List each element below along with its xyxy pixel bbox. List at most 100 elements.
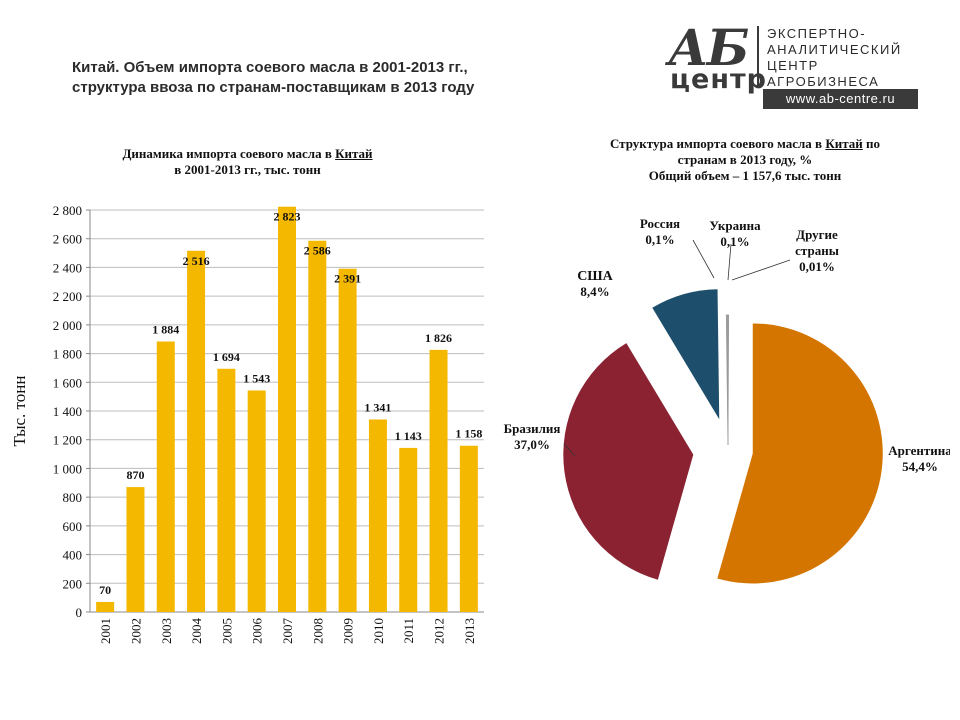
pie-label-value-other: 0,01% (799, 259, 835, 274)
bar-chart-y-axis-label: Тыс. тонн (10, 376, 29, 447)
x-tick-label: 2004 (189, 618, 204, 645)
pie-chart-slices (563, 289, 883, 584)
bar-value-label: 1 143 (395, 429, 422, 443)
bar-2001 (96, 601, 115, 612)
bar-chart-title-link[interactable]: Китай (335, 146, 373, 161)
bar-chart-title-line2: в 2001-2013 гг., тыс. тонн (174, 162, 321, 177)
logo-divider (757, 26, 759, 86)
bar-chart: 0 200 400 600 800 1 000 1 200 1 400 1 600 1 800 2 … (10, 203, 484, 645)
pie-label-value-russia: 0,1% (645, 232, 674, 247)
logo-text: ЭКСПЕРТНО- АНАЛИТИЧЕСКИЙ ЦЕНТР АГРОБИЗНЕ… (767, 26, 902, 90)
bar-chart-title-prefix: Динамика импорта соевого масла в (122, 146, 336, 161)
x-tick-label: 2003 (159, 618, 174, 644)
pie-label-name-argentina: Аргентина (888, 443, 950, 458)
x-tick-label: 2006 (250, 618, 265, 645)
pie-slice-usa (652, 289, 720, 420)
y-tick-label: 1 200 (53, 433, 82, 448)
bar-2005 (217, 368, 236, 612)
pie-label-name-usa: США (577, 269, 613, 284)
logo-url[interactable]: www.ab-centre.ru (763, 89, 918, 109)
leader-line-brazil (563, 443, 576, 457)
y-tick-label: 2 400 (53, 260, 82, 275)
bar-chart-y-ticks: 0 200 400 600 800 1 000 1 200 1 400 1 600 1 800 2 … (53, 203, 82, 620)
bar-value-label: 2 391 (334, 272, 361, 286)
bar-value-label: 1 884 (152, 323, 179, 337)
pie-chart-title-line2: странам в 2013 году, % (677, 152, 813, 167)
logo-ab-mark: АБ (668, 18, 749, 77)
pie-label-name-other-line2: страны (795, 243, 839, 258)
y-tick-label: 2 000 (53, 318, 82, 333)
pie-label-name-brazil: Бразилия (504, 421, 561, 436)
x-tick-label: 2009 (341, 618, 356, 644)
pie-chart-title-line3: Общий объем – 1 157,6 тыс. тонн (648, 168, 842, 183)
page-title-line1: Китай. Объем импорта соевого масла в 200… (72, 59, 468, 76)
x-tick-label: 2001 (98, 618, 113, 644)
bar-2002 (126, 487, 145, 612)
y-tick-label: 600 (63, 519, 83, 534)
bar-chart-title: Динамика импорта соевого масла в Китай в… (70, 146, 425, 178)
logo-text-line: ЦЕНТР (767, 58, 819, 73)
y-tick-label: 0 (76, 605, 83, 620)
pie-chart-title-link[interactable]: Китай (825, 136, 863, 151)
y-tick-label: 800 (63, 490, 83, 505)
page-title-line2: структура ввоза по странам-поставщикам в… (72, 79, 475, 96)
bar-chart-x-ticks: 2001 2002 2003 2004 2005 2006 2007 2008 2009 2010… (98, 618, 477, 645)
x-tick-label: 2013 (462, 618, 477, 644)
y-tick-label: 1 400 (53, 404, 82, 419)
bar-2004 (187, 250, 206, 612)
pie-chart-title-suffix: по (862, 136, 881, 151)
x-tick-label: 2008 (310, 618, 325, 644)
pie-label-name-russia: Россия (640, 216, 680, 231)
y-tick-label: 2 600 (53, 232, 82, 247)
page-title: Китай. Объем импорта соевого масла в 200… (72, 58, 632, 98)
bar-value-label: 70 (99, 583, 111, 597)
pie-chart-leader-lines (563, 239, 791, 457)
pie-slice-argentina (717, 323, 883, 584)
pie-label-value-usa: 8,4% (580, 284, 609, 299)
bar-2011 (399, 447, 418, 612)
bar-2006 (247, 390, 266, 612)
pie-chart-title: Структура импорта соевого масла в Китай … (560, 136, 930, 184)
logo-text-line: АНАЛИТИЧЕСКИЙ (767, 42, 902, 57)
x-tick-label: 2011 (401, 618, 416, 644)
pie-label-value-ukraine: 0,1% (720, 234, 749, 249)
bar-value-label: 1 694 (213, 350, 240, 364)
bar-value-label: 2 516 (183, 254, 210, 268)
leader-line-other (731, 259, 791, 281)
bar-value-label: 870 (126, 468, 144, 482)
bar-2003 (156, 341, 175, 612)
y-tick-label: 400 (63, 548, 83, 563)
ab-centre-logo[interactable]: АБ центр ЭКСПЕРТНО- АНАЛИТИЧЕСКИЙ ЦЕНТР … (668, 18, 928, 110)
bar-value-label: 1 341 (364, 400, 391, 414)
bar-chart-bars (96, 206, 478, 612)
bar-value-label: 1 826 (425, 331, 452, 345)
pie-slice-brazil (563, 343, 694, 580)
x-tick-label: 2012 (432, 618, 447, 644)
leader-line-ukraine (727, 243, 732, 281)
bar-2010 (368, 419, 387, 612)
y-tick-label: 1 800 (53, 347, 82, 362)
bar-2007 (278, 206, 296, 612)
pie-label-name-ukraine: Украина (709, 218, 761, 233)
pie-chart: Аргентина 54,4% Бразилия 37,0% США 8,4% … (504, 216, 950, 584)
bar-value-label: 1 158 (455, 427, 482, 441)
x-tick-label: 2010 (371, 618, 386, 644)
bar-2008 (308, 240, 327, 612)
pie-chart-title-prefix: Структура импорта соевого масла в (609, 136, 826, 151)
leader-line-russia (692, 239, 715, 279)
pie-label-value-argentina: 54,4% (902, 459, 938, 474)
bar-value-label: 1 543 (243, 371, 270, 385)
x-tick-label: 2007 (280, 618, 295, 645)
pie-slice-other (727, 314, 730, 446)
bar-2013 (459, 445, 478, 612)
x-tick-label: 2002 (128, 618, 143, 644)
bar-2012 (429, 349, 448, 612)
bar-value-label: 2 586 (304, 244, 331, 258)
y-tick-label: 200 (63, 576, 83, 591)
bar-value-label: 2 823 (274, 210, 301, 224)
logo-text-line: ЭКСПЕРТНО- (767, 26, 867, 41)
y-tick-label: 2 200 (53, 289, 82, 304)
logo-text-line: АГРОБИЗНЕСА (767, 74, 880, 89)
y-tick-label: 1 000 (53, 461, 82, 476)
